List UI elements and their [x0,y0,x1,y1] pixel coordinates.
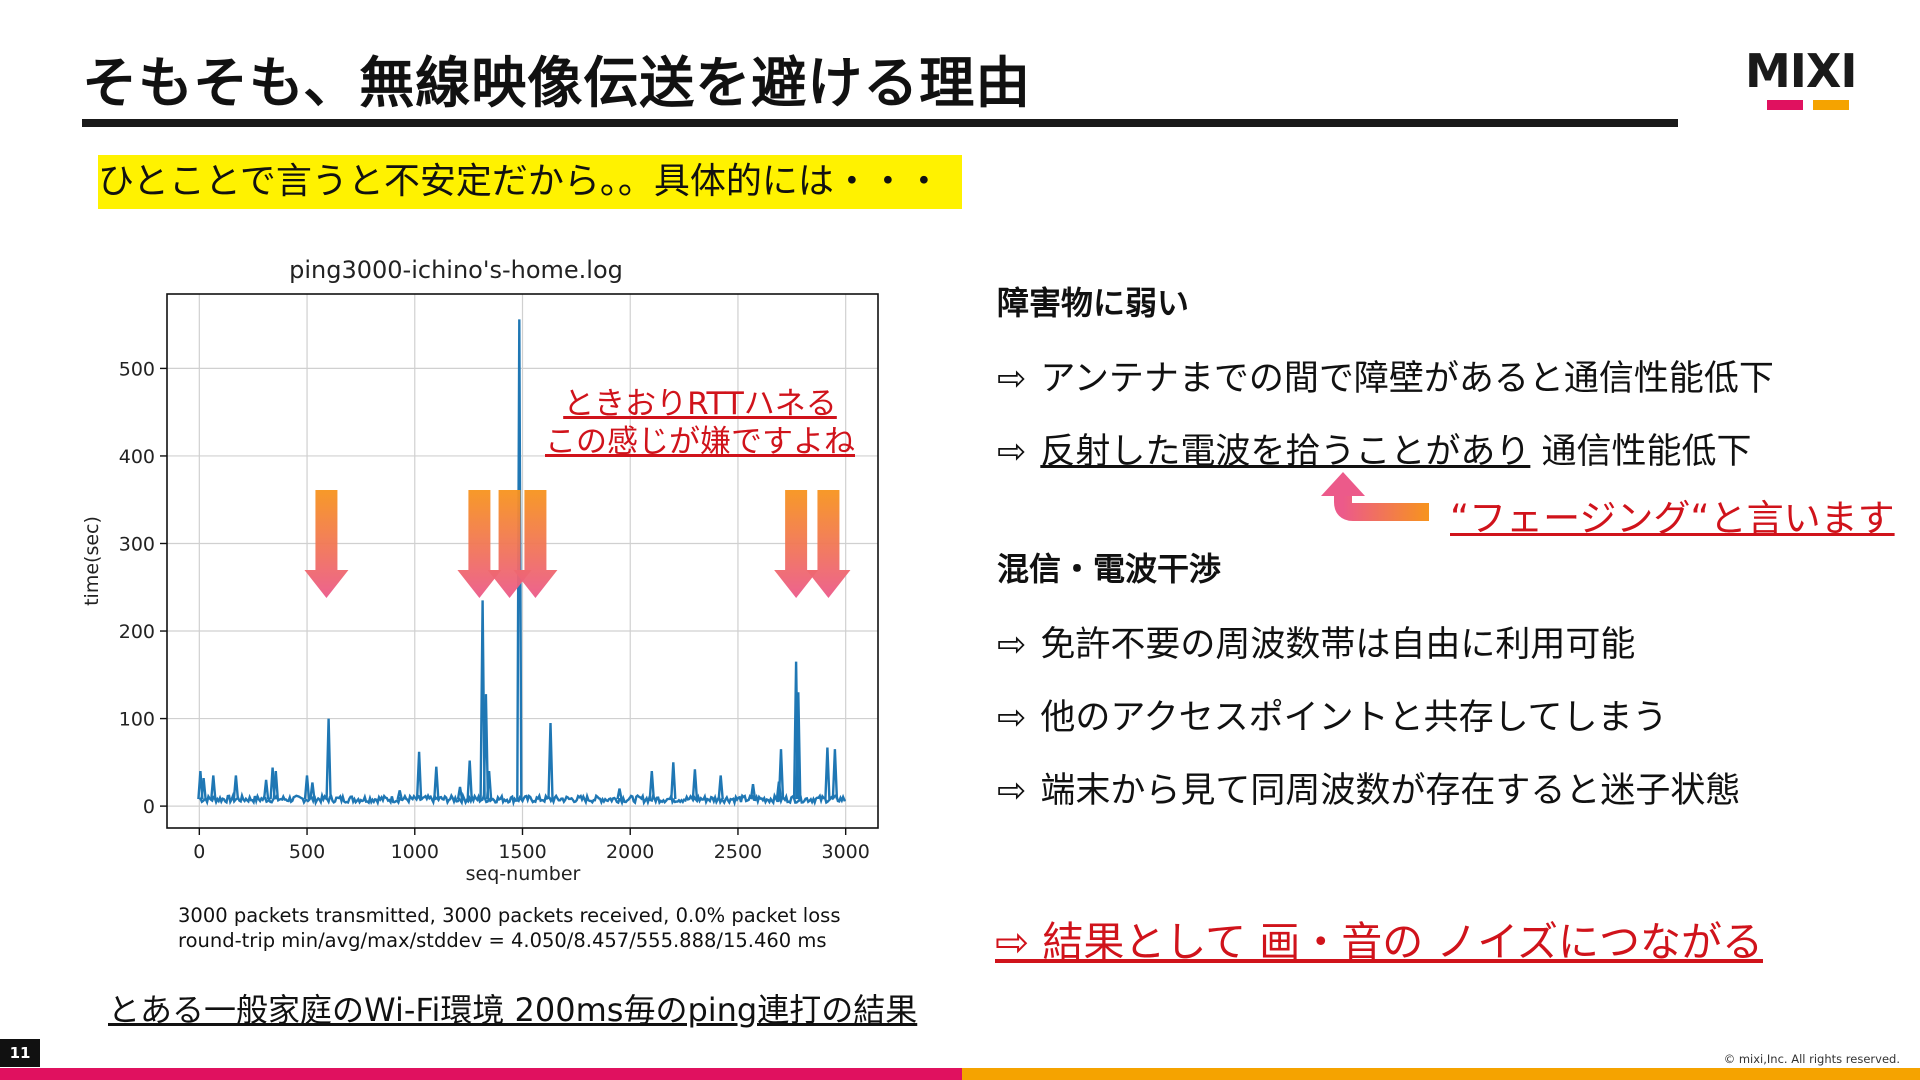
series-spike [396,790,403,800]
series-spike [200,777,207,800]
rtt-spike-note: ときおりRTTハネる この感じが嫌ですよね [520,385,880,461]
ping-stats: 3000 packets transmitted, 3000 packets r… [178,903,840,953]
series-spike [547,722,554,800]
x-axis-ticks: 0 500 1000 1500 2000 2500 3000 [193,828,870,863]
series-spike [670,762,677,800]
section-heading-obstacles: 障害物に弱い [997,284,1190,322]
x-tick-label: 3000 [822,841,870,863]
x-tick-label: 2000 [606,841,654,863]
bullet-item-2: ⇨ 反射した電波を拾うことがあり 通信性能低下 [997,423,1751,474]
series-spike [272,771,279,800]
bullet-item-5: ⇨ 端末から見て同周波数が存在すると迷子状態 [997,762,1740,813]
series-spike [309,782,316,800]
down-arrow-icon [806,490,851,598]
footer-bar-red [0,1068,962,1080]
series-spike [466,760,473,800]
down-arrow-icon [304,490,349,598]
bullet-item-1: ⇨ アンテナまでの間で障壁があると通信性能低下 [997,350,1774,401]
arrow-icon: ⇨ [997,771,1027,811]
y-tick-label: 100 [119,709,155,731]
y-tick-label: 500 [119,358,155,380]
series-spike [749,784,757,800]
series-spike [303,775,311,800]
series-spike [777,749,785,800]
page-number: 11 [0,1039,40,1067]
bullet-text: アンテナまでの間で障壁があると通信性能低下 [1040,359,1774,399]
chart-series [197,319,846,807]
down-arrow-icon [513,490,558,598]
series-baseline [198,791,846,807]
series-spike [516,319,523,800]
y-axis-label: time(sec) [81,516,103,606]
series-spike [415,751,423,800]
series-spike [482,694,490,800]
stats-line-1: 3000 packets transmitted, 3000 packets r… [178,904,841,927]
summary-highlight: ひとことで言うと不安定だから。。具体的には・・・ [98,155,962,209]
y-axis-ticks: 0 100 200 300 400 500 [119,358,167,818]
x-tick-label: 0 [193,841,205,863]
rtt-note-line2: この感じが嫌ですよね [545,424,855,460]
series-spike [479,600,486,800]
arrow-icon: ⇨ [997,698,1027,738]
x-tick-label: 1500 [498,841,546,863]
result-conclusion: ⇨ 結果として 画・音の ノイズにつながる [995,918,1763,966]
arrow-icon: ⇨ [997,359,1027,399]
slide-title: そもそも、無線映像伝送を避ける理由 [82,51,1032,115]
mixi-logo: MIXI [1745,48,1870,112]
bullet-text-underlined: 反射した電波を拾うことがあり [1040,432,1531,472]
bullet-item-4: ⇨ 他のアクセスポイントと共存してしまう [997,689,1668,740]
arrow-icon: ⇨ [997,432,1027,472]
chart-grid [167,294,878,828]
y-tick-label: 400 [119,446,155,468]
bullet-text: 他のアクセスポイントと共存してしまう [1040,698,1668,738]
series-spike [648,771,655,800]
title-underline [82,119,1678,127]
fading-note: “フェージング“と言います [1450,497,1895,540]
spike-arrows [304,490,851,598]
series-spike [795,692,802,800]
series-spike [262,779,270,800]
bullet-text: 免許不要の周波数帯は自由に利用可能 [1040,625,1636,665]
section-heading-interference: 混信・電波干渉 [997,550,1222,588]
logo-bar-orange [1813,100,1849,110]
logo-text: MIXI [1745,44,1857,98]
arrow-icon: ⇨ [997,625,1027,665]
logo-bar-red [1767,100,1803,110]
stats-line-2: round-trip min/avg/max/stddev = 4.050/8.… [178,929,827,952]
series-spike [433,766,440,800]
series-spike [691,769,699,800]
x-tick-label: 1000 [391,841,439,863]
y-tick-label: 0 [143,796,155,818]
ping-chart: ping3000-ichino's-home.log 0 500 1000 1500 2… [81,256,879,885]
bullet-item-3: ⇨ 免許不要の周波数帯は自由に利用可能 [997,616,1635,667]
down-arrow-icon [774,490,819,598]
series-spike [824,747,831,800]
series-spike [210,775,217,800]
bullet-text: 端末から見て同周波数が存在すると迷子状態 [1040,771,1741,811]
series-spike [485,771,493,800]
chart-title: ping3000-ichino's-home.log [289,256,623,284]
y-tick-label: 300 [119,533,155,555]
y-tick-label: 200 [119,621,155,643]
bullet-text: 通信性能低下 [1530,432,1752,472]
chart-caption: とある一般家庭のWi-Fi環境 200ms毎のping連打の結果 [108,991,918,1029]
x-axis-label: seq-number [466,863,581,885]
footer-bar-orange [962,1068,1920,1080]
x-tick-label: 2500 [714,841,762,863]
copyright-notice: © mixi,Inc. All rights reserved. [1723,1052,1900,1066]
series-spike [831,749,839,800]
series-spike [232,775,240,800]
series-spike [325,718,332,800]
series-spike [616,788,623,800]
curved-arrow-icon [1321,472,1429,521]
series-spike [456,786,464,800]
rtt-note-line1: ときおりRTTハネる [563,386,837,422]
x-tick-label: 500 [289,841,325,863]
series-spike [717,775,724,800]
